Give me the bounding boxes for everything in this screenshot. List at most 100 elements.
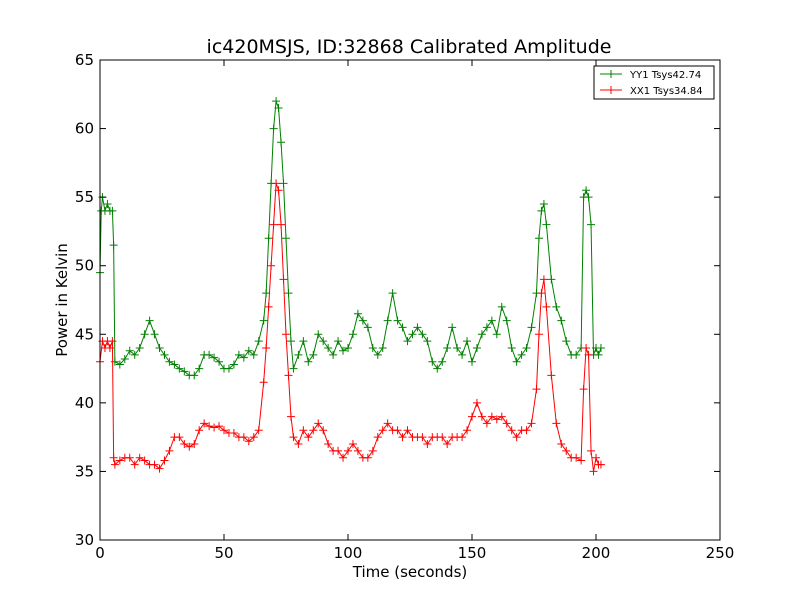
data-point-marker [125,346,134,355]
data-point-marker [239,353,248,362]
data-point-marker [512,433,521,442]
data-point-marker [334,446,343,455]
data-point-marker [413,323,422,332]
data-point-marker [502,419,511,428]
data-point-marker [145,316,154,325]
data-point-marker [589,467,598,476]
data-point-marker [596,344,605,352]
y-tick-label: 45 [75,325,94,343]
data-point-marker [274,186,283,195]
data-point-marker [587,446,596,455]
data-point-marker [205,422,214,431]
data-point-marker [584,193,593,202]
data-point-marker [244,437,253,446]
data-point-marker [175,364,184,373]
y-tick-label: 65 [75,51,94,69]
data-point-marker [497,302,506,311]
data-point-marker [269,124,278,133]
data-point-marker [140,330,149,339]
data-point-marker [562,446,571,455]
data-point-marker [542,302,551,311]
data-point-marker [155,464,164,473]
data-point-marker [582,186,591,195]
data-point-marker [512,357,521,366]
y-tick-label: 30 [75,531,94,549]
data-point-marker [443,440,452,448]
data-point-marker [244,346,253,355]
data-point-marker [180,367,189,376]
data-point-marker [408,330,417,339]
y-tick-label: 50 [75,257,94,275]
data-point-marker [150,460,159,469]
data-point-marker [155,344,164,352]
data-point-marker [547,371,556,380]
data-point-marker [339,453,348,462]
data-point-marker [363,453,372,462]
data-point-marker [497,412,506,421]
data-point-marker [539,275,548,284]
data-point-marker [319,426,328,435]
data-point-marker [254,337,263,346]
y-axis-label: Power in Kelvin [53,243,71,357]
data-point-marker [582,344,591,352]
data-point-marker [299,337,308,346]
series-yy1 [96,97,605,380]
data-point-marker [115,456,124,465]
data-point-marker [324,344,333,352]
data-point-marker [378,344,387,352]
data-point-marker [239,433,248,442]
data-point-marker [517,350,526,359]
data-point-marker [224,364,233,373]
series-xx1 [96,179,605,476]
data-point-marker [572,453,581,462]
data-point-marker [165,446,174,455]
data-point-marker [472,344,481,352]
data-point-marker [507,344,516,352]
data-point-marker [140,456,149,465]
data-point-marker [109,453,118,462]
data-point-marker [160,456,169,465]
data-point-marker [487,412,496,421]
data-point-marker [358,316,367,325]
data-point-marker [314,419,323,428]
data-point-marker [539,200,548,208]
data-point-marker [373,350,382,359]
data-point-marker [557,440,566,448]
data-point-marker [418,433,427,442]
data-point-marker [324,440,333,448]
data-point-marker [552,419,561,428]
data-point-marker [344,446,352,455]
data-point-marker [105,344,114,352]
data-point-marker [472,398,481,407]
data-point-marker [403,426,412,435]
data-point-marker [423,440,432,448]
legend-entry-yy1: YY1 Tsys42.74 [600,70,701,81]
data-point-marker [552,302,561,311]
data-point-marker [487,316,496,325]
data-point-marker [108,206,117,215]
data-point-marker [262,289,271,298]
data-point-marker [180,440,189,448]
data-point-marker [542,220,551,229]
data-point-marker [279,179,288,188]
data-point-marker [205,350,214,359]
data-point-marker [135,453,144,462]
data-point-marker [115,360,124,369]
data-point-marker [289,433,298,442]
data-point-marker [398,323,407,332]
data-point-marker [527,419,536,428]
data-point-marker [482,419,491,428]
data-point-marker [403,337,412,346]
data-point-marker [522,344,531,352]
x-tick-label: 50 [214,544,233,562]
data-point-marker [249,433,258,442]
data-point-marker [537,206,546,215]
data-point-marker [438,433,447,442]
data-point-marker [284,371,293,380]
data-point-marker [229,429,238,438]
data-point-marker [368,344,377,352]
data-point-marker [264,234,273,243]
data-point-marker [135,344,144,352]
data-point-marker [282,330,290,339]
